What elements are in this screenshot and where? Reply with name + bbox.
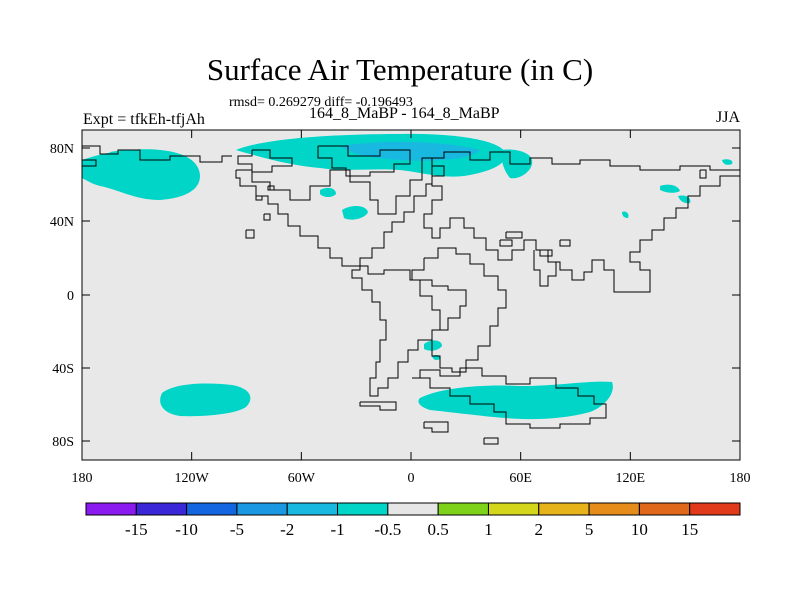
colorbar: -15 -10 -5 -2 -1 -0.5 0.5 1 2 5 10 15: [85, 502, 741, 539]
coast-greenland: [317, 145, 411, 177]
coast-antarctic-bits: [359, 401, 397, 411]
lat-tick-label: 80N: [50, 142, 74, 157]
coast-islands-9: [699, 169, 707, 179]
lat-tick-label: 0: [67, 289, 74, 304]
coast-alaska-north: [82, 159, 97, 167]
coast-islands-1: [267, 185, 275, 191]
colorbar-box: [135, 502, 188, 516]
coast-americas: [235, 157, 433, 267]
colorbar-box: [286, 502, 339, 516]
coast-islands-5: [499, 239, 513, 247]
lon-tick-label: 180: [730, 471, 751, 486]
colorbar-label: 10: [631, 520, 648, 539]
colorbar-box: [487, 502, 540, 516]
coast-canada-islands: [237, 149, 293, 173]
lon-tick-label: 0: [408, 471, 415, 486]
colorbar-label: -10: [175, 520, 198, 539]
coast-south-america: [351, 265, 467, 397]
coast-antarctic-bits-3: [483, 437, 499, 445]
colorbar-label: 5: [585, 520, 594, 539]
colorbar-box: [337, 502, 389, 516]
colorbar-box: [538, 502, 590, 516]
anomaly-southern-ocean: [418, 381, 613, 420]
colorbar-label: -0.5: [374, 520, 401, 539]
anomaly-pacific-blob-3: [660, 184, 680, 193]
anomaly-alaska-pacific: [82, 149, 200, 200]
colorbar-box: [236, 502, 288, 516]
coast-islands-2: [255, 195, 263, 201]
stats-label: rmsd= 0.269279 diff= -0.196493: [229, 95, 413, 110]
coast-antarctica-arm: [412, 367, 607, 429]
colorbar-box: [437, 502, 489, 516]
coast-africa: [411, 247, 507, 373]
colorbar-label: 2: [535, 520, 544, 539]
experiment-label: Expt = tfkEh-tfjAh: [83, 111, 205, 128]
anomaly-atlantic-blob-2: [320, 187, 336, 197]
colorbar-label: -5: [230, 520, 244, 539]
season-label: JJA: [715, 109, 740, 126]
coast-islands-8: [505, 231, 523, 239]
lon-tick-label: 120W: [175, 471, 210, 486]
colorbar-box: [689, 502, 741, 516]
anomaly-south-atlantic-blob: [424, 340, 442, 351]
map-frame: [81, 129, 741, 461]
anomaly-atlantic-blob-1: [342, 206, 368, 220]
lon-tick-label: 60W: [288, 471, 316, 486]
colorbar-box: [387, 502, 439, 516]
lat-tick-label: 80S: [52, 435, 74, 450]
comparison-label: 164_8_MaBP - 164_8_MaBP: [309, 105, 500, 122]
coast-india: [533, 249, 557, 287]
anomaly-small-blob: [622, 211, 629, 218]
lon-tick-label: 60E: [509, 471, 532, 486]
colorbar-label: 15: [681, 520, 698, 539]
coastline-layer: [82, 145, 741, 445]
coast-islands-4: [263, 213, 271, 221]
lat-tick-label: 40N: [50, 215, 74, 230]
anomaly-japan-blob: [678, 195, 691, 204]
colorbar-box: [588, 502, 640, 516]
colorbar-label: -15: [125, 520, 148, 539]
map-title: Surface Air Temperature (in C): [206, 52, 594, 87]
lon-tick-label: 180: [72, 471, 93, 486]
colorbar-label: 0.5: [428, 520, 449, 539]
colorbar-label: -2: [280, 520, 294, 539]
coast-arctic-north: [82, 145, 232, 163]
colorbar-box: [186, 502, 238, 516]
coast-islands-3: [245, 229, 255, 239]
coast-eurasia: [423, 151, 741, 293]
coast-islands-6: [559, 239, 571, 247]
coast-antarctic-bits-2: [423, 421, 449, 433]
anomaly-south-pacific: [160, 383, 251, 417]
lat-tick-label: 40S: [52, 362, 74, 377]
colorbar-box: [85, 502, 137, 516]
anomaly-siberia-blob: [722, 159, 733, 165]
colorbar-box: [638, 502, 691, 516]
coast-islands-7: [539, 249, 553, 257]
map-axes: 180 120W 60W 0 60E 120E 180 80N 40N 0 40S 80S: [50, 129, 751, 486]
colorbar-label: -1: [330, 520, 344, 539]
lon-tick-label: 120E: [616, 471, 646, 486]
colorbar-label: 1: [484, 520, 493, 539]
